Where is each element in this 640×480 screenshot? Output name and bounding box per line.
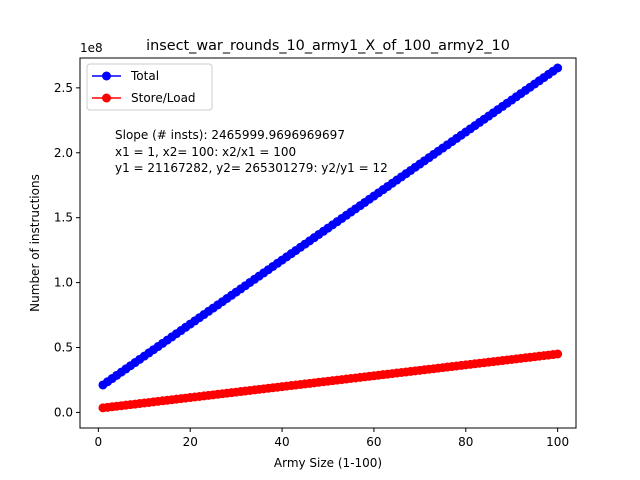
x-axis: 0 20 40 60 80 100 bbox=[95, 428, 569, 449]
y-tick-label: 2.0 bbox=[54, 146, 73, 160]
y-tick-label: 2.5 bbox=[54, 81, 73, 95]
y-tick-label: 1.0 bbox=[54, 276, 73, 290]
x-tick-label: 80 bbox=[458, 435, 473, 449]
legend-label-total: Total bbox=[130, 69, 159, 83]
data-point bbox=[553, 349, 563, 359]
x-tick-label: 40 bbox=[274, 435, 289, 449]
y-axis-label: Number of instructions bbox=[28, 174, 42, 312]
chart-title: insect_war_rounds_10_army1_X_of_100_army… bbox=[146, 38, 510, 54]
y-tick-label: 1.5 bbox=[54, 211, 73, 225]
legend-marker-total bbox=[102, 71, 111, 81]
plot-area bbox=[98, 63, 563, 413]
x-axis-label: Army Size (1-100) bbox=[274, 456, 382, 470]
legend: Total Store/Load bbox=[86, 63, 213, 111]
x-tick-label: 0 bbox=[95, 435, 103, 449]
y-tick-label: 0.5 bbox=[54, 341, 73, 355]
y-tick-label: 0.0 bbox=[54, 405, 73, 419]
y-offset-label: 1e8 bbox=[80, 41, 103, 55]
plot-frame bbox=[79, 57, 577, 429]
x-tick-label: 60 bbox=[366, 435, 381, 449]
annotation-line-2: x1 = 1, x2= 100: x2/x1 = 100 bbox=[115, 145, 296, 159]
series-total bbox=[98, 63, 563, 390]
annotation-line-3: y1 = 21167282, y2= 265301279: y2/y1 = 12 bbox=[115, 161, 388, 175]
y-axis: 0.0 0.5 1.0 1.5 2.0 2.5 bbox=[54, 81, 80, 419]
data-point bbox=[553, 63, 563, 73]
series-store-load bbox=[98, 349, 563, 413]
legend-marker-storeload bbox=[102, 93, 111, 103]
annotation-line-1: Slope (# insts): 2465999.9696969697 bbox=[115, 128, 345, 142]
legend-label-storeload: Store/Load bbox=[131, 91, 196, 105]
annotation-text: Slope (# insts): 2465999.9696969697 x1 =… bbox=[115, 128, 388, 175]
x-tick-label: 20 bbox=[183, 435, 198, 449]
x-tick-label: 100 bbox=[546, 435, 569, 449]
